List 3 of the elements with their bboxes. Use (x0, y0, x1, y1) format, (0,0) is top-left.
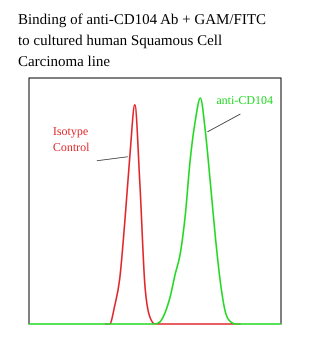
text: Isotype Control (52, 124, 90, 154)
series-label: anti-CD104 (216, 93, 274, 107)
chart-title: Binding of anti-CD104 Ab + GAM/FITC to cultured human Squamous Cell Carcinoma line (18, 12, 266, 70)
